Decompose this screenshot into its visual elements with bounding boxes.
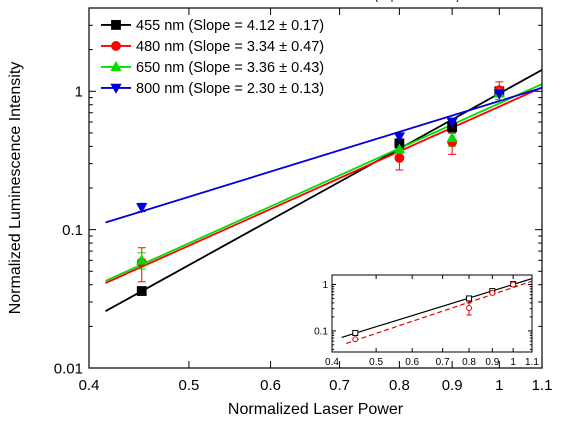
x-tick-label-2: 0.6	[405, 357, 419, 368]
legend-marker-3	[110, 83, 122, 94]
x-tick-label-7: 1.1	[532, 377, 553, 394]
fit-line-3	[105, 86, 542, 224]
legend-label-1: 480 nm (Slope = 3.34 ± 0.47)	[136, 39, 324, 55]
x-tick-label-1: 0.5	[369, 357, 383, 368]
data-point-2-0	[136, 254, 148, 265]
inset-chart: 0.4 0.5 0.6 0.7 0.8 0.9 1 1.1 0.1 1 Emission in 48…	[314, 0, 539, 368]
y-tick-label-0: 0.1	[314, 326, 328, 337]
x-tick-label-4: 0.8	[389, 377, 410, 394]
data-point-3-1	[393, 132, 406, 143]
x-tick-label-1: 0.5	[178, 377, 199, 394]
data-point-0-1	[466, 295, 473, 302]
data-point-3-0	[136, 203, 148, 214]
fit-line-1	[105, 86, 542, 284]
data-point-1-1	[466, 305, 473, 312]
data-point-3-2	[446, 117, 458, 128]
x-tick-label-3: 0.7	[329, 377, 350, 394]
legend-marker-1	[111, 41, 121, 51]
y-axis-label: Normalized Luminescence Intensity	[7, 62, 24, 315]
data-point-1-2	[489, 289, 496, 296]
plot-frame	[331, 274, 533, 353]
legend-label-0: 455 nm (Slope = 4.12 ± 0.17)	[136, 18, 324, 34]
legend-marker-0	[111, 20, 121, 30]
legend-label-3: 800 nm (Slope = 2.30 ± 0.13)	[136, 81, 324, 97]
x-axis-label: Normalized Laser Power	[228, 401, 404, 418]
x-tick-label-5: 0.9	[442, 377, 463, 394]
inset-title: Emission in 480 nm:	[332, 0, 413, 2]
data-point-0-0	[352, 329, 359, 336]
data-point-1-0	[352, 336, 359, 343]
main-chart: 0.4 0.5 0.6 0.7 0.8 0.9 1 1.1 0.01 0.1 1 Normalized…	[7, 7, 553, 418]
legend-label-1: 30 h (Slope = 3.29 ± 0.13)	[355, 0, 459, 2]
x-tick-label-0: 0.4	[79, 377, 100, 394]
data-point-1-1	[394, 153, 405, 163]
x-tick-label-7: 1.1	[525, 357, 539, 368]
y-tick-label-1: 0.1	[62, 222, 83, 239]
legend-label-0: 24 h (Slope = 3.03 ± 0.17)	[355, 0, 459, 2]
y-tick-label-1: 1	[322, 280, 328, 291]
y-tick-label-0: 0.01	[54, 360, 83, 377]
data-point-3-3	[493, 89, 505, 100]
fit-line-1	[346, 280, 532, 344]
data-point-0-0	[136, 286, 147, 296]
fit-line-2	[105, 83, 542, 282]
plot-area-background	[332, 275, 532, 352]
data-point-2-1	[393, 143, 406, 154]
legend-marker-2	[110, 60, 122, 72]
x-tick-label-0: 0.4	[325, 357, 339, 368]
y-tick-label-2: 1	[75, 84, 83, 101]
legend-label-2: 650 nm (Slope = 3.36 ± 0.43)	[136, 60, 324, 76]
x-tick-label-2: 0.6	[260, 377, 281, 394]
data-point-2-2	[446, 131, 458, 143]
x-tick-label-4: 0.8	[462, 357, 476, 368]
x-tick-label-6: 1	[510, 357, 516, 368]
x-tick-label-3: 0.7	[436, 357, 450, 368]
data-point-1-3	[510, 281, 517, 288]
x-tick-label-6: 1	[495, 377, 503, 394]
x-tick-label-5: 0.9	[485, 357, 499, 368]
fit-line-0	[341, 278, 532, 338]
